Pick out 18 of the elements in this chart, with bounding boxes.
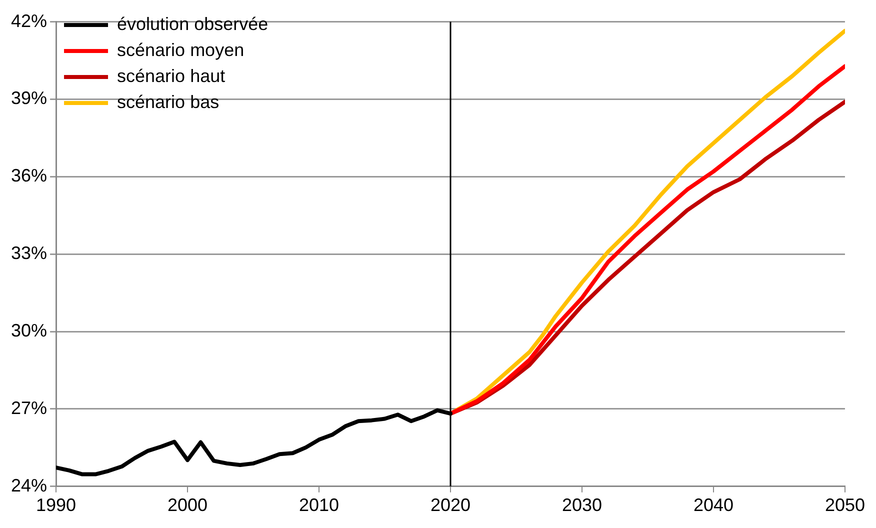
legend-label: scénario haut <box>117 66 226 86</box>
x-tick-label: 2000 <box>167 495 208 516</box>
legend-label: évolution observée <box>117 14 268 34</box>
y-tick-label: 39% <box>10 88 48 108</box>
y-tick-label: 30% <box>10 320 48 340</box>
x-tick-label: 2040 <box>693 495 734 516</box>
x-tick-label: 2030 <box>562 495 602 516</box>
y-tick-label: 24% <box>10 475 48 496</box>
legend-label: scénario moyen <box>117 40 244 60</box>
y-tick-label: 42% <box>10 10 48 31</box>
y-tick-label: 36% <box>10 166 48 186</box>
y-tick-label: 27% <box>10 398 48 418</box>
legend-label: scénario bas <box>117 92 220 112</box>
y-tick-label: 33% <box>10 243 48 264</box>
x-tick-label: 2020 <box>430 495 471 516</box>
x-tick-label: 2010 <box>298 495 340 516</box>
x-tick-label: 2050 <box>824 495 865 516</box>
x-tick-label: 1990 <box>36 495 76 516</box>
